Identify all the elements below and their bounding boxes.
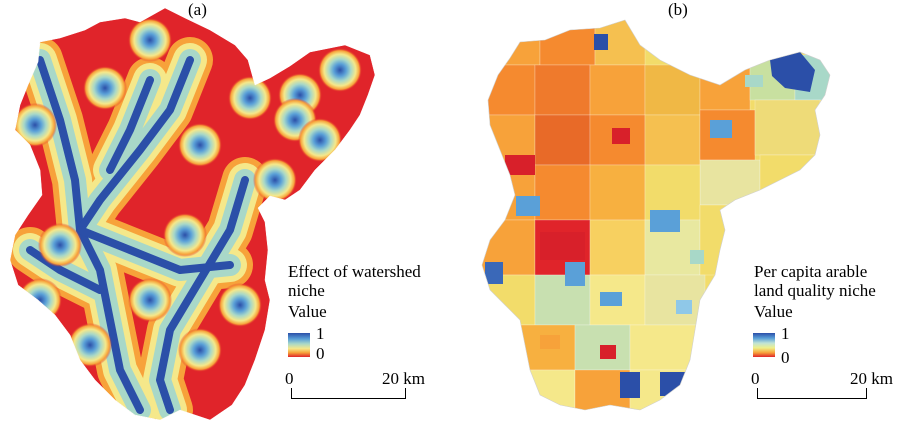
legend-b-color-ramp xyxy=(753,333,775,357)
legend-a-color-ramp xyxy=(288,333,310,357)
legend-b-max: 1 xyxy=(781,324,790,343)
scale-bar-a xyxy=(291,388,406,399)
legend-a-min: 0 xyxy=(316,344,325,363)
legend-a-value-label: Value xyxy=(288,302,327,321)
scale-b-start-label: 0 xyxy=(751,369,760,388)
panel-a-label: (a) xyxy=(188,0,207,19)
scale-a-end-label: 20 km xyxy=(382,369,425,388)
legend-b-value-label: Value xyxy=(754,302,793,321)
legend-a-title-line2: niche xyxy=(288,281,325,300)
scale-bar-b xyxy=(757,388,867,399)
legend-b-title-line2: land quality niche xyxy=(754,281,876,300)
legend-a-max: 1 xyxy=(316,324,325,343)
scale-b-end-label: 20 km xyxy=(850,369,893,388)
scale-a-start-label: 0 xyxy=(285,369,294,388)
panel-b-label: (b) xyxy=(668,0,688,19)
legend-a-title-line1: Effect of watershed xyxy=(288,262,421,281)
legend-b-min: 0 xyxy=(781,348,790,367)
legend-b-title-line1: Per capita arable xyxy=(754,262,868,281)
